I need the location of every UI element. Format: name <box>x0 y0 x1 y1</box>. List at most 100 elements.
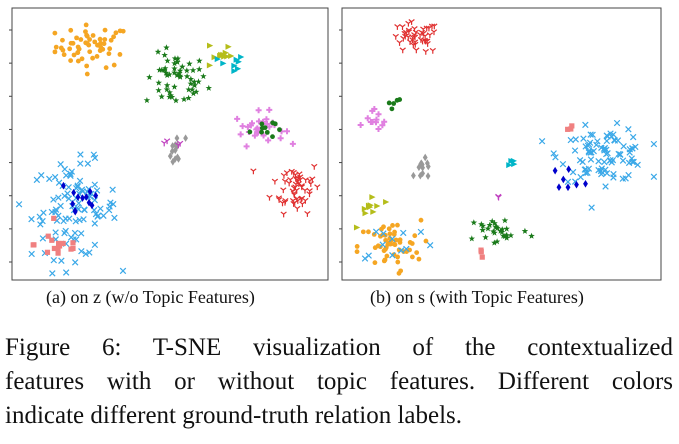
scatter-point <box>259 129 264 135</box>
scatter-point <box>367 202 374 209</box>
scatter-point <box>52 208 59 216</box>
scatter-point <box>634 161 641 169</box>
scatter-point <box>428 23 436 30</box>
scatter-point <box>186 60 193 67</box>
scatter-point <box>270 120 276 126</box>
scatter-point <box>357 121 364 128</box>
scatter-point <box>62 172 70 179</box>
scatter-point <box>163 86 171 93</box>
scatter-point <box>174 55 182 62</box>
scatter-point <box>70 240 76 246</box>
scatter-point <box>79 56 85 62</box>
scatter-point <box>289 140 296 147</box>
scatter-point <box>109 186 116 193</box>
scatter-point <box>191 78 198 85</box>
scatter-point <box>595 158 602 165</box>
scatter-point <box>589 131 596 139</box>
scatter-point <box>158 93 165 100</box>
scatter-point <box>250 168 257 175</box>
scatter-point <box>478 221 485 228</box>
scatter-point <box>279 200 286 207</box>
scatter-point <box>365 252 372 259</box>
scatter-point <box>51 245 58 252</box>
scatter-panel-a <box>9 7 329 281</box>
scatter-point <box>74 183 81 191</box>
scatter-point <box>495 194 502 201</box>
scatter-point <box>383 199 390 206</box>
scatter-point <box>86 198 92 207</box>
scatter-point <box>406 39 414 46</box>
scatter-point <box>166 89 173 96</box>
scatter-point <box>61 52 67 58</box>
scatter-point <box>214 56 221 63</box>
scatter-point <box>298 184 305 191</box>
scatter-point <box>113 30 119 36</box>
scatter-point <box>55 194 62 201</box>
scatter-point <box>206 62 214 69</box>
scatter-point <box>615 150 622 158</box>
scatter-point <box>277 135 284 142</box>
scatter-point <box>479 222 487 229</box>
scatter-point <box>550 150 557 157</box>
scatter-point <box>372 119 379 126</box>
scatter-point <box>400 35 407 42</box>
scatter-point <box>76 216 83 224</box>
scatter-point <box>238 53 245 60</box>
scatter-point <box>422 153 428 162</box>
scatter-point <box>390 223 395 228</box>
scatter-point <box>91 241 99 249</box>
scatter-point <box>620 143 627 150</box>
scatter-point <box>102 27 108 33</box>
scatter-point <box>195 78 202 85</box>
scatter-point <box>411 171 416 180</box>
scatter-point <box>502 232 510 239</box>
scatter-point <box>111 34 116 40</box>
scatter-point <box>91 196 98 204</box>
scatter-point <box>189 67 197 74</box>
scatter-point <box>83 40 89 46</box>
scatter-point <box>398 268 404 274</box>
scatter-point <box>67 234 75 241</box>
scatter-point <box>391 101 397 106</box>
scatter-point <box>491 239 498 246</box>
scatter-point <box>81 206 88 213</box>
scatter-point <box>225 43 232 50</box>
scatter-point <box>255 107 262 114</box>
scatter-point <box>392 229 397 235</box>
scatter-point <box>290 200 297 207</box>
scatter-point <box>87 187 93 196</box>
scatter-point <box>380 230 387 237</box>
scatter-point <box>395 254 401 260</box>
scatter-point <box>91 181 99 188</box>
scatter-point <box>75 44 81 50</box>
scatter-point <box>68 246 74 252</box>
scatter-point <box>379 122 386 129</box>
scatter-point <box>482 234 489 241</box>
scatter-point <box>80 194 85 202</box>
scatter-point <box>171 83 178 90</box>
scatter-point <box>586 139 594 146</box>
scatter-point <box>650 140 658 148</box>
scatter-point <box>576 156 584 164</box>
scatter-point <box>234 65 242 72</box>
scatter-point <box>587 131 594 138</box>
scatter-point <box>479 226 486 233</box>
scatter-point <box>565 126 571 132</box>
scatter-point <box>77 160 84 167</box>
scatter-point <box>190 90 197 97</box>
scatter-point <box>191 82 198 89</box>
scatter-point <box>559 160 567 168</box>
scatter-point <box>222 49 229 56</box>
scatter-point <box>587 149 594 156</box>
scatter-point <box>119 267 127 275</box>
scatter-point <box>552 166 558 175</box>
scatter-point <box>106 51 112 57</box>
scatter-point <box>205 84 212 91</box>
scatter-point <box>296 171 303 178</box>
scatter-point <box>364 115 371 122</box>
scatter-point <box>46 175 53 183</box>
scatter-point <box>97 36 103 42</box>
scatter-point <box>108 37 114 43</box>
scatter-point <box>426 32 434 39</box>
scatter-point <box>254 125 261 132</box>
